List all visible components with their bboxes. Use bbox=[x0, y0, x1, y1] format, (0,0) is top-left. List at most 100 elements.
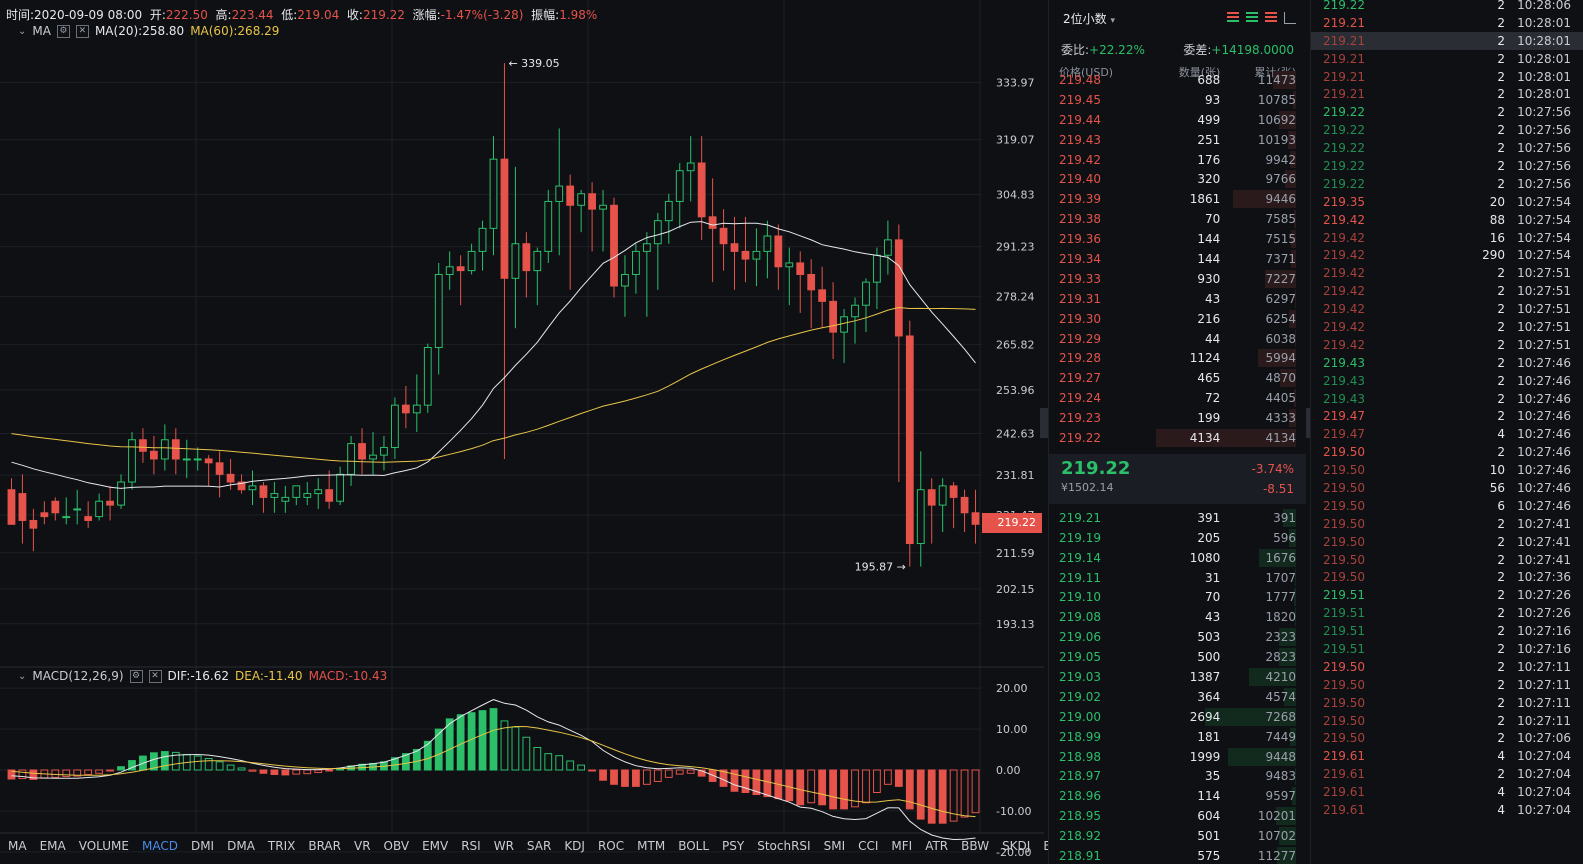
ask-row[interactable]: 219.23 199 4333 bbox=[1049, 408, 1306, 428]
bid-row[interactable]: 218.97 35 9483 bbox=[1049, 767, 1306, 787]
settings-gear-icon[interactable]: ⚙ bbox=[56, 24, 70, 38]
bids-only-view-icon[interactable] bbox=[1246, 12, 1258, 22]
ask-row[interactable]: 219.30 216 6254 bbox=[1049, 309, 1306, 329]
ask-row[interactable]: 219.48 688 11473 bbox=[1049, 70, 1306, 90]
trade-row[interactable]: 219.42 2 10:27:51 bbox=[1311, 300, 1583, 318]
trade-row[interactable]: 219.50 2 10:27:41 bbox=[1311, 551, 1583, 569]
both-sides-view-icon[interactable] bbox=[1227, 12, 1239, 22]
trade-row[interactable]: 219.47 4 10:27:46 bbox=[1311, 425, 1583, 443]
trade-row[interactable]: 219.43 2 10:27:46 bbox=[1311, 390, 1583, 408]
ask-row[interactable]: 219.45 93 10785 bbox=[1049, 90, 1306, 110]
collapse-chevron-icon[interactable]: ⌄ bbox=[18, 25, 27, 37]
ask-row[interactable]: 219.39 1861 9446 bbox=[1049, 189, 1306, 209]
trade-row[interactable]: 219.21 2 10:28:01 bbox=[1311, 14, 1583, 32]
indicator-tab-psy[interactable]: PSY bbox=[722, 839, 745, 853]
ask-row[interactable]: 219.31 43 6297 bbox=[1049, 289, 1306, 309]
bid-row[interactable]: 218.91 575 11277 bbox=[1049, 846, 1306, 864]
ask-row[interactable]: 219.33 930 7227 bbox=[1049, 269, 1306, 289]
trade-row[interactable]: 219.50 6 10:27:46 bbox=[1311, 497, 1583, 515]
trade-row[interactable]: 219.42 2 10:27:51 bbox=[1311, 336, 1583, 354]
trade-row[interactable]: 219.42 88 10:27:54 bbox=[1311, 211, 1583, 229]
indicator-tab-cci[interactable]: CCI bbox=[858, 839, 879, 853]
trade-row[interactable]: 219.21 2 10:28:01 bbox=[1311, 50, 1583, 68]
bid-row[interactable]: 219.19 205 596 bbox=[1049, 528, 1306, 548]
trade-row[interactable]: 219.50 2 10:27:46 bbox=[1311, 443, 1583, 461]
trade-row[interactable]: 219.43 2 10:27:46 bbox=[1311, 372, 1583, 390]
close-icon[interactable]: ✕ bbox=[148, 669, 162, 683]
trade-row[interactable]: 219.22 2 10:27:56 bbox=[1311, 103, 1583, 121]
trade-row[interactable]: 219.42 16 10:27:54 bbox=[1311, 229, 1583, 247]
ask-row[interactable]: 219.38 70 7585 bbox=[1049, 209, 1306, 229]
bid-row[interactable]: 219.21 391 391 bbox=[1049, 508, 1306, 528]
trade-row[interactable]: 219.42 2 10:27:51 bbox=[1311, 282, 1583, 300]
bid-row[interactable]: 219.14 1080 1676 bbox=[1049, 548, 1306, 568]
ask-row[interactable]: 219.22 4134 4134 bbox=[1049, 428, 1306, 448]
indicator-tab-dma[interactable]: DMA bbox=[227, 839, 255, 853]
trade-row[interactable]: 219.51 2 10:27:16 bbox=[1311, 622, 1583, 640]
indicator-tab-atr[interactable]: ATR bbox=[925, 839, 949, 853]
indicator-tab-ma[interactable]: MA bbox=[8, 839, 27, 853]
indicator-tab-emv[interactable]: EMV bbox=[422, 839, 449, 853]
bid-row[interactable]: 219.00 2694 7268 bbox=[1049, 707, 1306, 727]
trade-row[interactable]: 219.61 2 10:27:04 bbox=[1311, 765, 1583, 783]
precision-dropdown[interactable]: 2位小数 ▾ bbox=[1063, 11, 1115, 26]
trade-row[interactable]: 219.21 2 10:28:01 bbox=[1311, 85, 1583, 103]
trade-row[interactable]: 219.61 4 10:27:04 bbox=[1311, 801, 1583, 819]
trade-row[interactable]: 219.50 56 10:27:46 bbox=[1311, 479, 1583, 497]
panel-resize-handle[interactable] bbox=[1302, 408, 1310, 438]
collapse-chevron-icon[interactable]: ⌄ bbox=[18, 670, 27, 682]
ask-row[interactable]: 219.29 44 6038 bbox=[1049, 329, 1306, 349]
bid-row[interactable]: 218.98 1999 9448 bbox=[1049, 747, 1306, 767]
indicator-tab-wr[interactable]: WR bbox=[493, 839, 514, 853]
trade-row[interactable]: 219.50 2 10:27:41 bbox=[1311, 515, 1583, 533]
indicator-tab-trix[interactable]: TRIX bbox=[267, 839, 296, 853]
bid-row[interactable]: 219.06 503 2323 bbox=[1049, 627, 1306, 647]
trade-row[interactable]: 219.43 2 10:27:46 bbox=[1311, 354, 1583, 372]
trade-row[interactable]: 219.22 2 10:27:56 bbox=[1311, 139, 1583, 157]
bid-row[interactable]: 218.95 604 10201 bbox=[1049, 806, 1306, 826]
bid-row[interactable]: 219.08 43 1820 bbox=[1049, 607, 1306, 627]
trade-row[interactable]: 219.61 4 10:27:04 bbox=[1311, 783, 1583, 801]
indicator-tab-mfi[interactable]: MFI bbox=[891, 839, 913, 853]
bid-row[interactable]: 219.05 500 2823 bbox=[1049, 647, 1306, 667]
bid-row[interactable]: 219.11 31 1707 bbox=[1049, 568, 1306, 588]
chart-panel[interactable]: 333.97 319.07 304.83 291.23 278.24 265.82 253.… bbox=[0, 0, 1071, 864]
trade-row[interactable]: 219.47 2 10:27:46 bbox=[1311, 407, 1583, 425]
settings-gear-icon[interactable]: ⚙ bbox=[129, 669, 143, 683]
bid-row[interactable]: 219.02 364 4574 bbox=[1049, 687, 1306, 707]
indicator-tab-roc[interactable]: ROC bbox=[597, 839, 625, 853]
trade-row[interactable]: 219.51 2 10:27:16 bbox=[1311, 640, 1583, 658]
trade-row[interactable]: 219.50 2 10:27:06 bbox=[1311, 730, 1583, 748]
trade-row[interactable]: 219.22 2 10:27:56 bbox=[1311, 121, 1583, 139]
ask-row[interactable]: 219.27 465 4870 bbox=[1049, 368, 1306, 388]
close-icon[interactable]: ✕ bbox=[75, 24, 89, 38]
trade-row[interactable]: 219.50 2 10:27:11 bbox=[1311, 676, 1583, 694]
trade-row[interactable]: 219.42 290 10:27:54 bbox=[1311, 246, 1583, 264]
indicator-tab-macd[interactable]: MACD bbox=[141, 839, 178, 853]
trade-row[interactable]: 219.35 20 10:27:54 bbox=[1311, 193, 1583, 211]
indicator-tab-smi[interactable]: SMI bbox=[823, 839, 846, 853]
trade-row[interactable]: 219.21 2 10:28:01 bbox=[1311, 31, 1583, 50]
kline-chart[interactable]: 333.97 319.07 304.83 291.23 278.24 265.82 253.… bbox=[0, 0, 1044, 864]
ask-row[interactable]: 219.40 320 9766 bbox=[1049, 169, 1306, 189]
trade-row[interactable]: 219.50 2 10:27:41 bbox=[1311, 533, 1583, 551]
bid-row[interactable]: 219.10 70 1777 bbox=[1049, 587, 1306, 607]
ask-row[interactable]: 219.24 72 4405 bbox=[1049, 388, 1306, 408]
indicator-tab-kdj[interactable]: KDJ bbox=[564, 839, 585, 853]
ask-row[interactable]: 219.42 176 9942 bbox=[1049, 150, 1306, 170]
trade-row[interactable]: 219.21 2 10:28:01 bbox=[1311, 68, 1583, 86]
indicator-tab-bbw[interactable]: BBW bbox=[961, 839, 990, 853]
bid-row[interactable]: 219.03 1387 4210 bbox=[1049, 667, 1306, 687]
trade-row[interactable]: 219.42 2 10:27:51 bbox=[1311, 264, 1583, 282]
indicator-tab-volume[interactable]: VOLUME bbox=[78, 839, 129, 853]
ask-row[interactable]: 219.44 499 10692 bbox=[1049, 110, 1306, 130]
bid-row[interactable]: 218.99 181 7449 bbox=[1049, 727, 1306, 747]
panel-resize-handle[interactable] bbox=[1040, 408, 1048, 438]
bid-row[interactable]: 218.92 501 10702 bbox=[1049, 826, 1306, 846]
trade-row[interactable]: 219.22 2 10:28:06 bbox=[1311, 0, 1583, 14]
ask-row[interactable]: 219.34 144 7371 bbox=[1049, 249, 1306, 269]
indicator-tab-obv[interactable]: OBV bbox=[383, 839, 410, 853]
indicator-tab-rsi[interactable]: RSI bbox=[461, 839, 481, 853]
trade-row[interactable]: 219.42 2 10:27:51 bbox=[1311, 318, 1583, 336]
indicator-tab-mtm[interactable]: MTM bbox=[637, 839, 666, 853]
